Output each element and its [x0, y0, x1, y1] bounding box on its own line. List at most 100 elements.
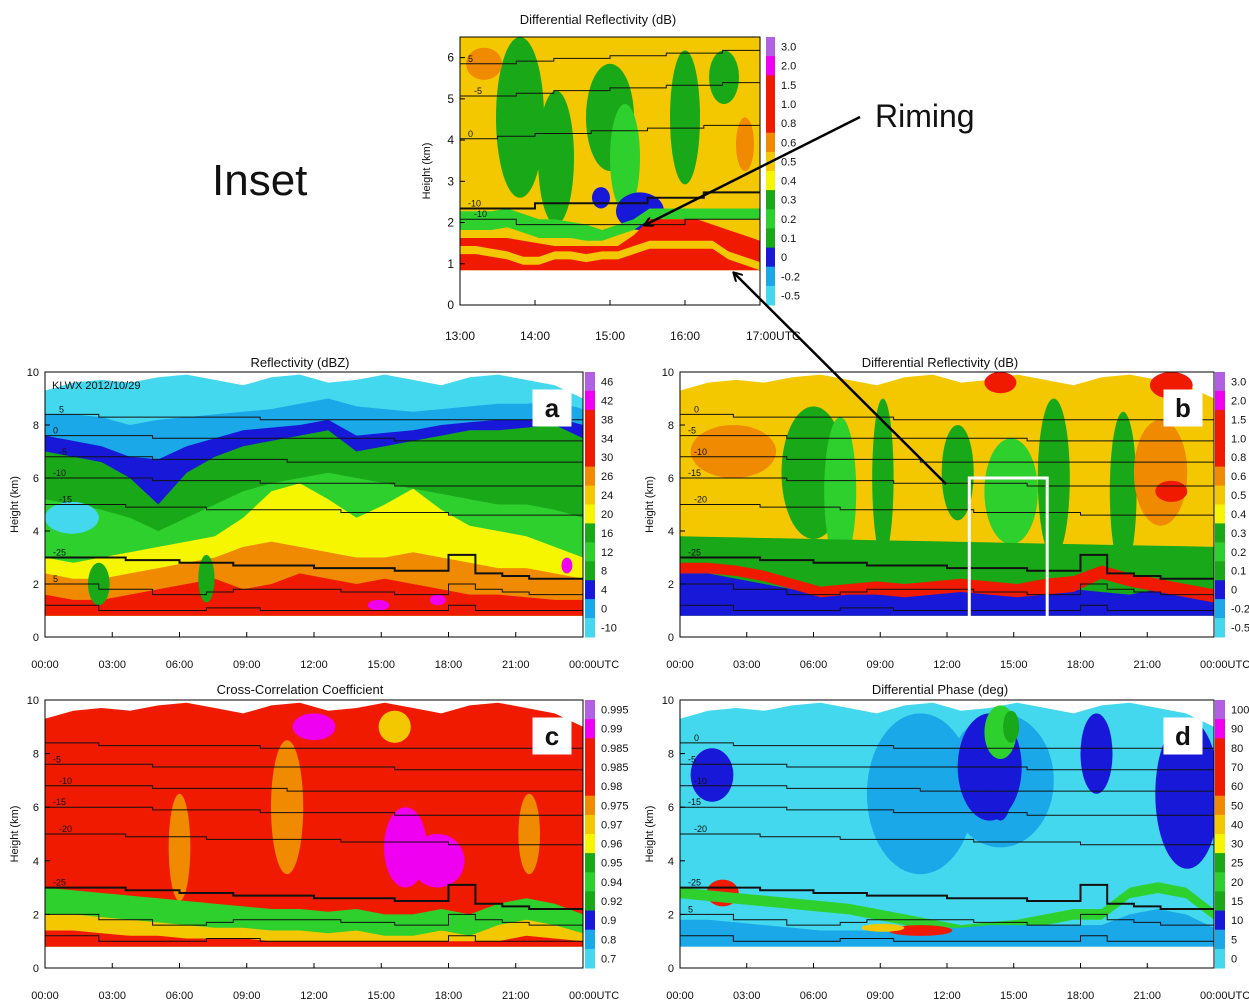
colorbar-swatch [585, 542, 595, 562]
contour-label: -5 [474, 86, 482, 96]
contour-label: -15 [59, 495, 72, 505]
colorbar-label: 0.7 [601, 953, 616, 965]
isotherm-line [680, 413, 1214, 421]
panel-title: Cross-Correlation Coefficient [217, 682, 384, 697]
echo-patch [378, 710, 411, 743]
colorbar-swatch [766, 171, 775, 191]
y-tick-label: 4 [33, 856, 39, 868]
y-tick-label: 0 [668, 632, 674, 644]
colorbar-label: 0.1 [781, 233, 796, 245]
isotherm-line [45, 553, 583, 580]
x-tick-label: 13:00 [445, 329, 475, 343]
colorbar-label: 0.975 [601, 800, 629, 812]
isotherm-line [45, 935, 583, 942]
colorbar-swatch [1215, 929, 1225, 950]
y-axis-label: Height (km) [9, 476, 21, 533]
isotherm-line [460, 124, 760, 140]
colorbar-swatch [766, 113, 775, 134]
y-tick-label: 0 [33, 632, 39, 644]
echo-patch [561, 557, 573, 574]
colorbar-swatch [1215, 738, 1225, 758]
colorbar-label: 38 [601, 414, 613, 426]
x-tick-label: 03:00 [733, 659, 761, 671]
colorbar-label: 0.4 [1231, 509, 1246, 521]
colorbar-swatch [1215, 834, 1225, 854]
x-tick-label: 18:00 [1067, 659, 1095, 671]
isotherm-line [45, 913, 583, 926]
panel-letter: a [545, 393, 560, 423]
colorbar-label: 15 [1231, 896, 1243, 908]
colorbar-label: 0.97 [601, 819, 622, 831]
isotherm-line [45, 763, 583, 771]
x-tick-label: 03:00 [98, 990, 126, 1000]
colorbar-swatch [1215, 853, 1225, 873]
colorbar-label: 0.3 [1231, 528, 1246, 540]
colorbar-label: 16 [601, 528, 613, 540]
colorbar-swatch [585, 390, 595, 411]
x-tick-label: 00:00UTC [569, 659, 619, 671]
panel-letter: b [1175, 393, 1191, 423]
inset-label: Inset [212, 156, 307, 205]
colorbar-label: 0 [781, 252, 787, 264]
contour-label: -10 [59, 776, 72, 786]
colorbar-swatch [766, 228, 775, 248]
colorbar-label: 24 [601, 490, 613, 502]
plot-area-c: -25 -20 -15 -10 -5 [45, 700, 583, 968]
colorbar-label: -0.2 [781, 271, 800, 283]
echo-patch [1155, 718, 1214, 869]
colorbar-swatch [1215, 447, 1225, 468]
isotherm-line [680, 742, 1214, 749]
colorbar-label: 40 [1231, 819, 1243, 831]
x-tick-label: 00:00 [31, 659, 59, 671]
colorbar-swatch [766, 75, 775, 95]
isotherm-line [680, 477, 1214, 487]
contour-label: 5 [468, 54, 473, 64]
x-tick-label: 17:00UTC [746, 329, 801, 343]
echo-patch [496, 37, 544, 198]
colorbar-label: 0.92 [601, 896, 622, 908]
echo-patch [429, 594, 446, 606]
x-tick-label: 00:00 [666, 990, 694, 1000]
colorbar-swatch [585, 485, 595, 505]
echo-patch [518, 793, 540, 875]
colorbar-swatch [1215, 542, 1225, 562]
contour-label: -10 [474, 209, 487, 219]
y-tick-label: 8 [668, 749, 674, 761]
echo-region [680, 882, 1214, 936]
colorbar-swatch [1215, 485, 1225, 505]
colorbar-label: 26 [601, 471, 613, 483]
isotherm-line [680, 435, 1214, 442]
colorbar-label: 25 [1231, 858, 1243, 870]
colorbar-label: 0.6 [1231, 471, 1246, 483]
contour-label: 0 [694, 404, 699, 414]
colorbar-label: 3.0 [1231, 377, 1246, 389]
isotherm-line [680, 553, 1214, 580]
colorbar-label: 0.995 [601, 705, 629, 717]
y-tick-label: 5 [447, 92, 454, 106]
colorbar-label: 1.0 [781, 99, 796, 111]
colorbar-label: 0.6 [781, 137, 796, 149]
isotherm-line [460, 191, 760, 210]
panel-title: Differential Phase (deg) [872, 682, 1008, 697]
x-tick-label: 18:00 [435, 659, 463, 671]
colorbar-swatch [585, 372, 595, 392]
isotherm-line [45, 883, 583, 910]
x-tick-label: 21:00 [502, 659, 530, 671]
colorbar-swatch [1215, 372, 1225, 392]
isotherm-line [680, 763, 1214, 771]
colorbar-swatch [585, 447, 595, 468]
colorbar-swatch [585, 561, 595, 581]
colorbar-swatch [585, 719, 595, 739]
contour-label: 5 [688, 904, 693, 914]
y-tick-label: 6 [33, 473, 39, 485]
colorbar-swatch [766, 266, 775, 287]
colorbar-swatch [1215, 948, 1225, 969]
colorbar-swatch [585, 853, 595, 873]
inset-link-arrow [734, 273, 947, 485]
colorbar-swatch [1215, 776, 1225, 797]
y-tick-label: 2 [33, 579, 39, 591]
colorbar-swatch [766, 190, 775, 210]
y-tick-label: 4 [668, 526, 674, 538]
echo-patch [984, 438, 1038, 545]
x-tick-label: 15:00 [367, 990, 395, 1000]
